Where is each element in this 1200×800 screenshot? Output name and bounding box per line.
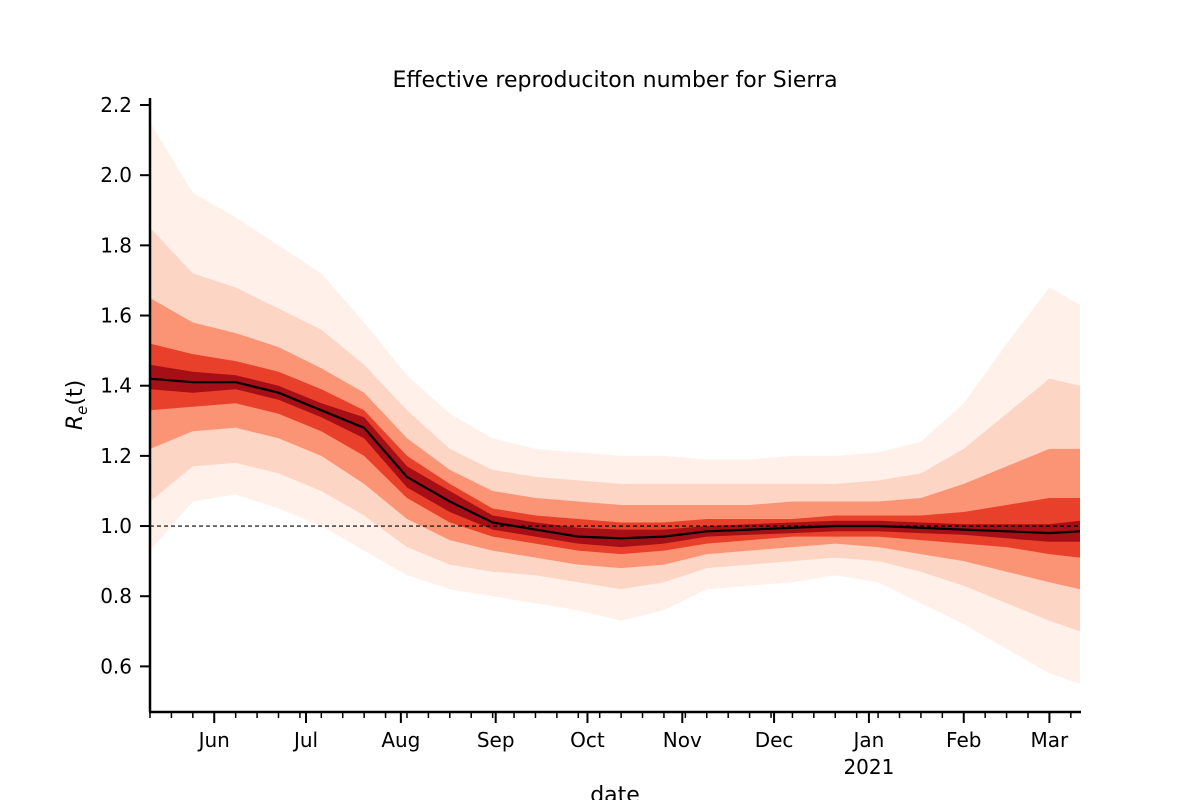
x-tick-label: Mar (1031, 728, 1070, 752)
y-axis-title-main: R (63, 415, 88, 430)
y-axis-title-sub: e (73, 406, 91, 415)
y-tick-label: 0.8 (100, 584, 132, 608)
x-tick-label: Dec (755, 728, 794, 752)
x-tick-label: Feb (946, 728, 981, 752)
chart-title: Effective reproduciton number for Sierra (392, 68, 837, 93)
x-tick-label: Jun (197, 728, 230, 752)
median-line (149, 377, 1081, 540)
y-tick-label: 1.0 (100, 514, 132, 538)
y-tick-label: 1.6 (100, 304, 132, 328)
x-tick-label: Nov (663, 728, 702, 752)
x-axis-title: date (590, 783, 640, 800)
y-axis-title: Re(t) (63, 380, 91, 430)
y-tick-label: 1.2 (100, 444, 132, 468)
y-axis-title-arg: (t) (63, 380, 88, 406)
x-tick-label: Oct (570, 728, 605, 752)
x-tick-sublabel: 2021 (843, 755, 894, 779)
y-tick-label: 1.4 (100, 374, 132, 398)
x-tick-label: Sep (477, 728, 515, 752)
y-tick-label: 0.6 (100, 654, 132, 678)
y-tick-label: 2.0 (100, 163, 132, 187)
credible-bands (150, 122, 1080, 684)
y-tick-label: 2.2 (100, 93, 132, 117)
y-tick-label: 1.8 (100, 233, 132, 257)
x-tick-label: Jul (292, 728, 318, 752)
x-ticks: Jun Jul Aug Sep Oct Nov Dec Jan 2021 Feb Mar (149, 712, 1072, 779)
y-ticks: 0.6 0.8 1.0 1.2 1.4 1.6 1.8 2.0 2.2 (100, 93, 150, 678)
x-tick-label: Jan (851, 728, 884, 752)
x-tick-label: Aug (381, 728, 420, 752)
